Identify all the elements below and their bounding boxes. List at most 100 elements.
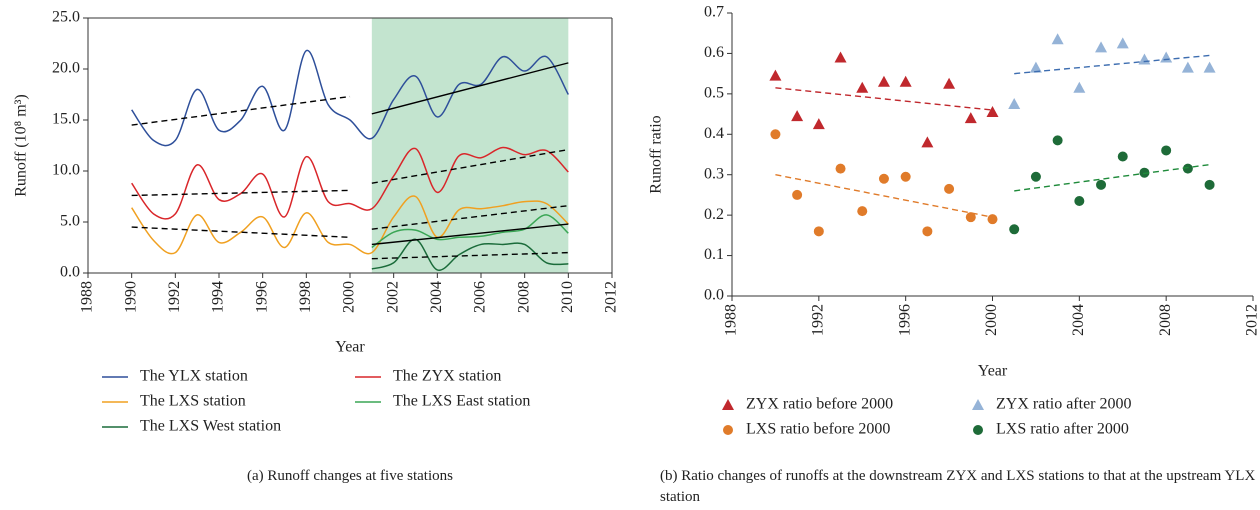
x-tick-label: 2008 — [1157, 304, 1174, 336]
y-axis-label: Runoff (10⁸ m³) — [13, 94, 30, 197]
series-line — [371, 214, 569, 249]
point — [1030, 171, 1041, 182]
y-tick-label: 0.1 — [704, 246, 724, 263]
point — [835, 163, 846, 174]
legend-label: ZYX ratio after 2000 — [996, 396, 1132, 413]
point — [856, 81, 869, 93]
x-tick-label: 1988 — [79, 281, 96, 313]
legend-label: The LXS East station — [393, 393, 530, 410]
shaded-region — [371, 18, 569, 273]
x-tick-label: 1992 — [810, 304, 827, 336]
point — [877, 75, 890, 87]
trend-line — [131, 189, 351, 197]
point — [1052, 135, 1063, 146]
point — [812, 118, 825, 130]
point — [769, 69, 782, 81]
point — [922, 226, 933, 237]
point — [1204, 179, 1215, 190]
x-tick-label: 1994 — [210, 281, 227, 313]
point — [1160, 51, 1173, 63]
x-tick-label: 2000 — [341, 281, 358, 313]
series-line — [131, 146, 569, 220]
y-tick-label: 0.2 — [704, 206, 724, 223]
x-tick-label: 2010 — [559, 281, 576, 313]
legend-swatch — [973, 425, 983, 435]
point — [921, 136, 934, 148]
y-tick-label: 0.5 — [704, 85, 724, 102]
legend-label: LXS ratio before 2000 — [746, 421, 890, 438]
series-line — [131, 49, 569, 147]
x-tick-label: 1992 — [166, 281, 183, 313]
trend-line — [371, 251, 569, 260]
series-line — [131, 195, 569, 255]
legend-label: The LXS West station — [140, 418, 281, 435]
point — [1182, 163, 1193, 174]
legend-label: LXS ratio after 2000 — [996, 421, 1129, 438]
y-tick-label: 0.4 — [704, 125, 724, 142]
x-tick-label: 2012 — [603, 281, 620, 313]
point — [1073, 81, 1086, 93]
point — [792, 189, 803, 200]
point — [813, 226, 824, 237]
caption: (b) Ratio changes of runoffs at the down… — [660, 468, 1256, 505]
point — [1203, 61, 1216, 73]
point — [1138, 53, 1151, 65]
x-tick-label: 2000 — [983, 304, 1000, 336]
x-axis-label: Year — [335, 339, 365, 356]
legend-swatch — [723, 425, 733, 435]
point — [944, 183, 955, 194]
point — [791, 110, 804, 122]
trend-line — [1014, 54, 1210, 75]
point — [965, 212, 976, 223]
point — [1116, 37, 1129, 49]
point — [943, 77, 956, 89]
point — [964, 112, 977, 124]
legend-swatch — [722, 399, 734, 410]
point — [1095, 41, 1108, 53]
x-tick-label: 1996 — [896, 304, 913, 336]
point — [770, 129, 781, 140]
point — [900, 171, 911, 182]
trend-line — [371, 204, 569, 230]
point — [1029, 61, 1042, 73]
y-tick-label: 0.0 — [704, 287, 724, 304]
y-tick-label: 5.0 — [60, 213, 80, 230]
trend-line — [1014, 163, 1210, 192]
x-tick-label: 2008 — [515, 281, 532, 313]
x-axis-label: Year — [978, 363, 1008, 380]
legend-swatch — [972, 399, 984, 410]
x-tick-label: 2004 — [1070, 304, 1087, 336]
y-tick-label: 20.0 — [52, 60, 80, 77]
point — [899, 75, 912, 87]
trend-line — [131, 226, 351, 238]
point — [1051, 33, 1064, 45]
point — [1096, 179, 1107, 190]
point — [834, 51, 847, 63]
x-tick-label: 1988 — [723, 304, 740, 336]
point — [1117, 151, 1128, 162]
point — [857, 206, 868, 217]
x-tick-label: 2006 — [472, 281, 489, 313]
x-tick-label: 2002 — [384, 281, 401, 313]
y-tick-label: 0.0 — [60, 264, 80, 281]
y-tick-label: 0.3 — [704, 165, 724, 182]
legend-label: The YLX station — [140, 368, 248, 385]
x-tick-label: 2004 — [428, 281, 445, 313]
x-tick-label: 1990 — [122, 281, 139, 313]
point — [1074, 195, 1085, 206]
y-tick-label: 25.0 — [52, 9, 80, 26]
trend-line — [371, 223, 569, 246]
trend-line — [371, 62, 569, 115]
x-tick-label: 1996 — [253, 281, 270, 313]
trend-line — [371, 148, 569, 184]
y-tick-label: 15.0 — [52, 111, 80, 128]
y-axis-label: Runoff ratio — [648, 115, 665, 193]
legend-label: The LXS station — [140, 393, 246, 410]
point — [987, 214, 998, 225]
caption: (a) Runoff changes at five stations — [247, 468, 453, 484]
x-tick-label: 2012 — [1244, 304, 1260, 336]
point — [1008, 97, 1021, 109]
point — [878, 173, 889, 184]
